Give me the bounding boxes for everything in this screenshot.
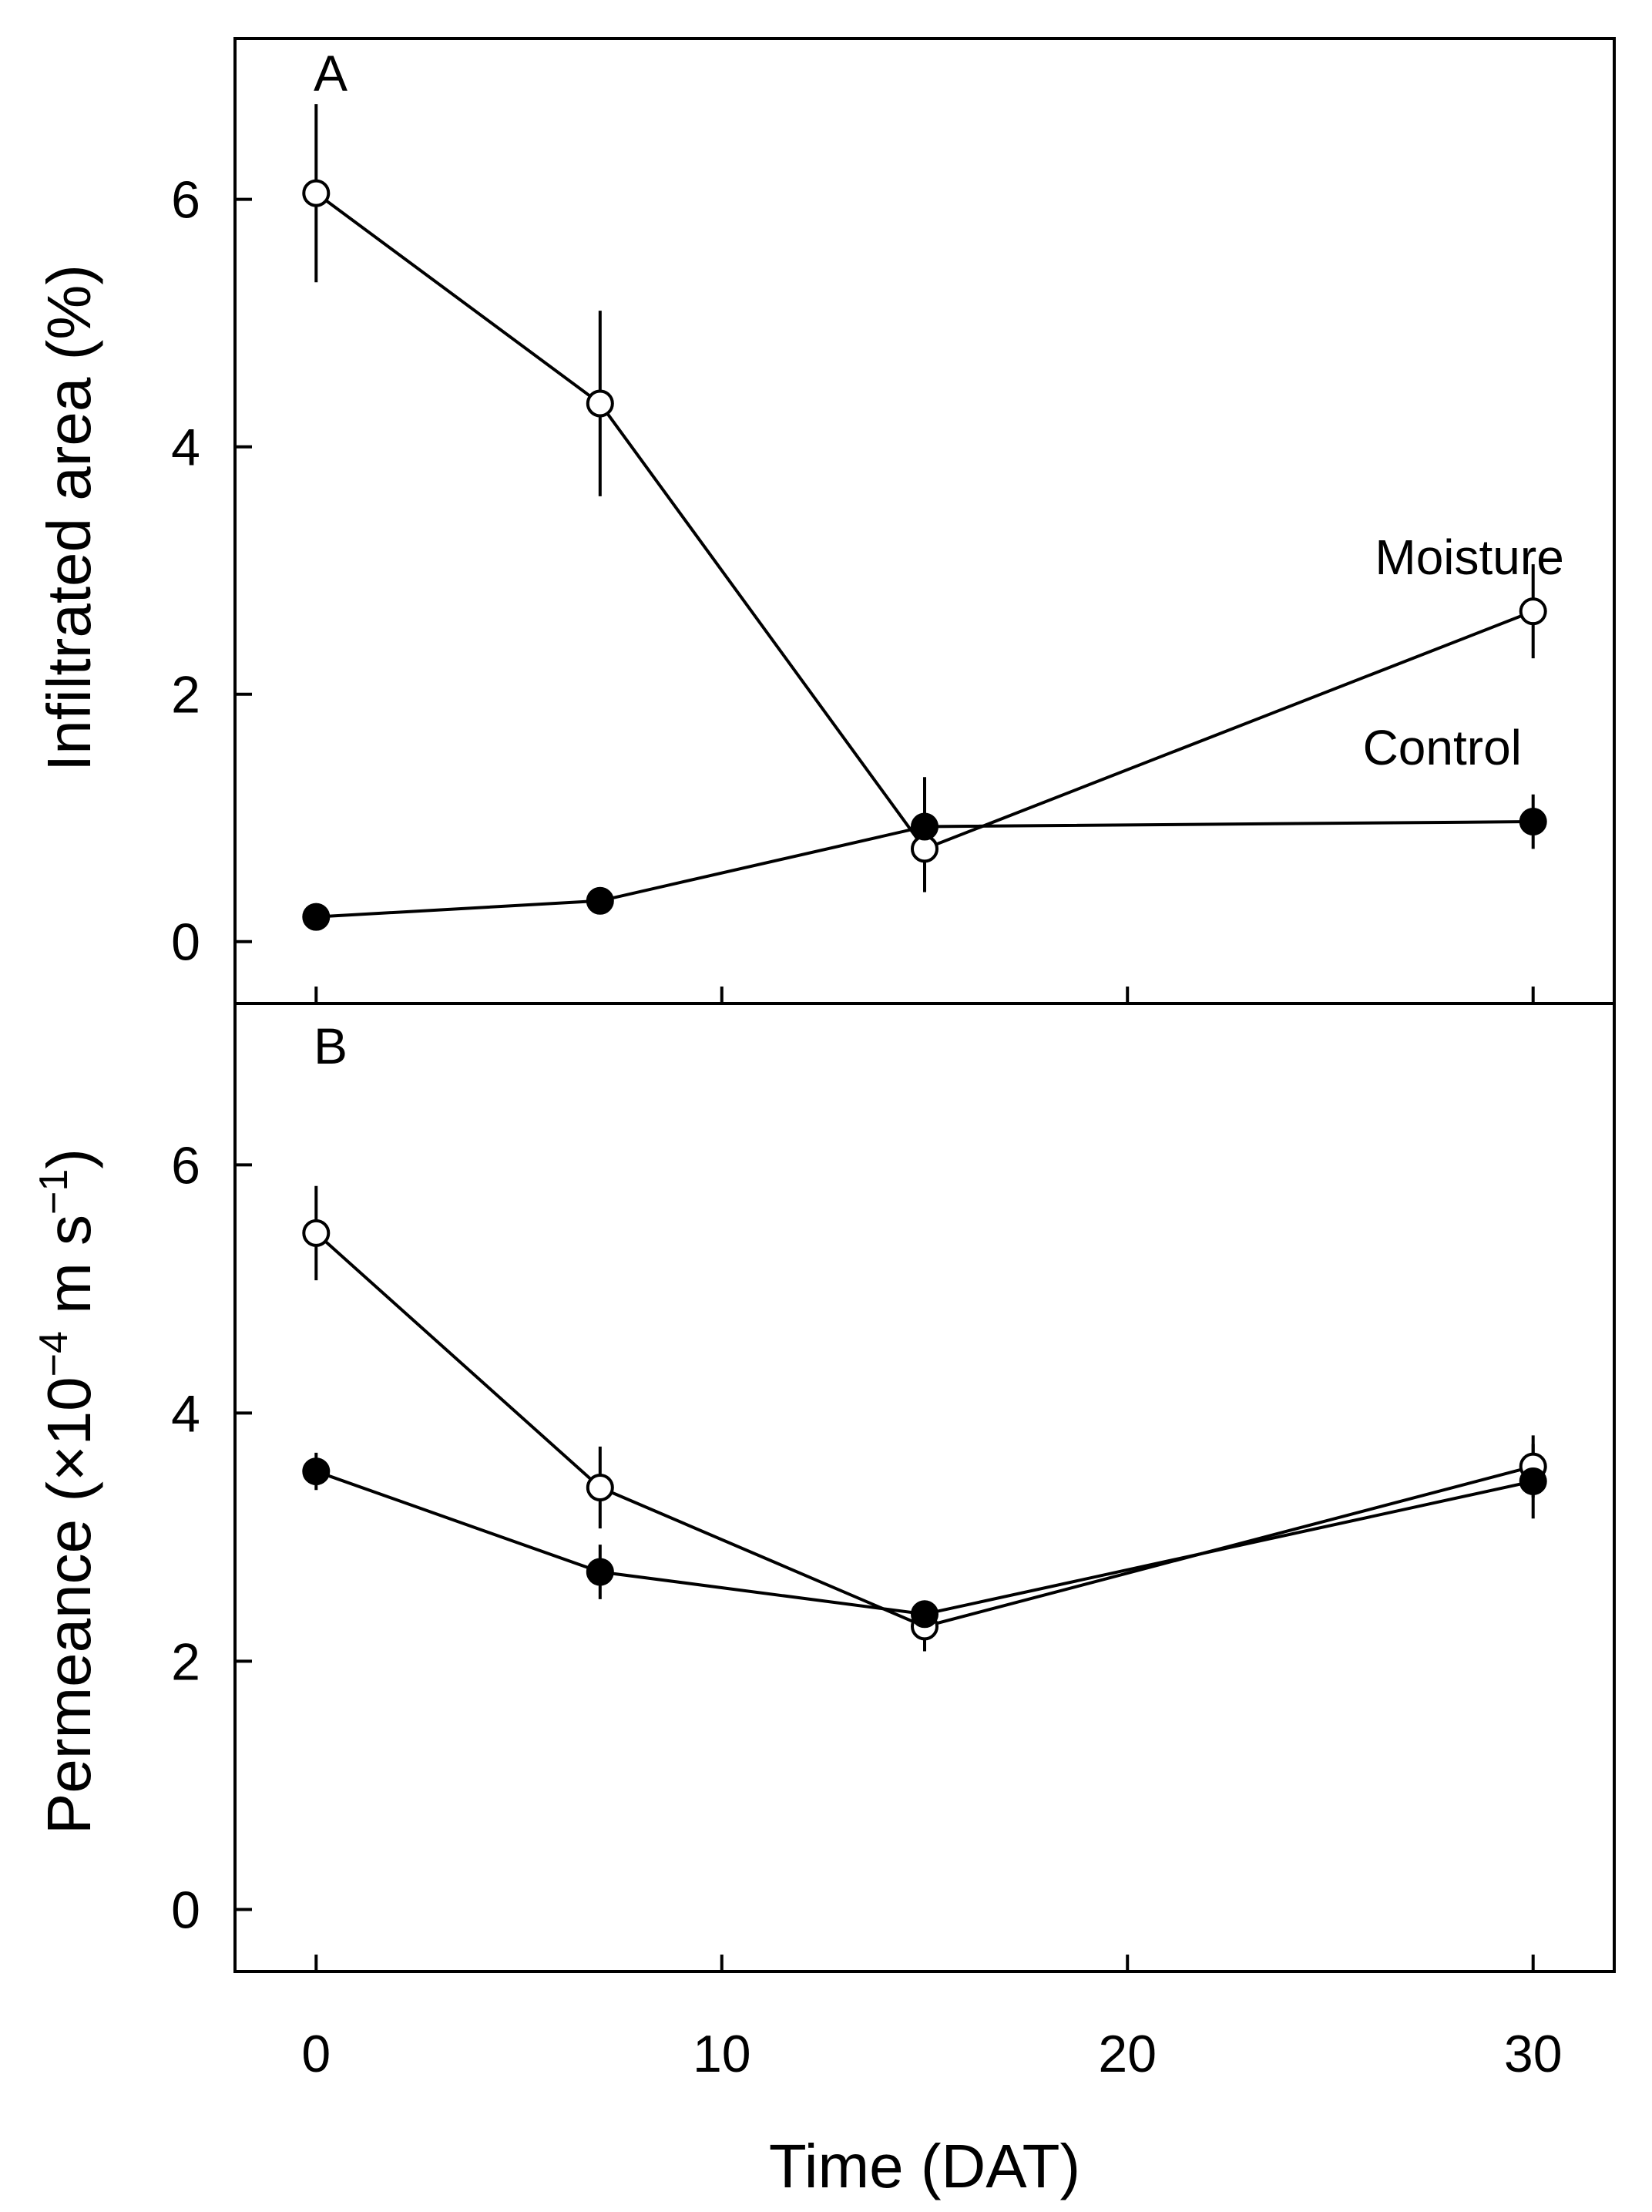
panel-a-control-line	[316, 820, 1533, 919]
panel-b-y-tick-label: 4	[171, 1384, 200, 1443]
x-tick-label: 30	[1504, 2025, 1563, 2083]
control-annotation: Control	[1363, 720, 1522, 775]
y-title-close: )	[35, 1148, 103, 1169]
panel-a-control-point	[1519, 808, 1547, 836]
panel-a-annotations: Moisture Control	[1363, 529, 1564, 775]
y-title-units: m s	[35, 1215, 103, 1331]
panel-a-y-tick-label: 0	[171, 913, 200, 972]
panel-a-y-tick-label: 6	[171, 171, 200, 230]
panel-b-series	[302, 1185, 1547, 1652]
panel-b-control-point	[1519, 1467, 1547, 1495]
panel-b-y-tick-label: 0	[171, 1881, 200, 1939]
panel-b-control-line	[315, 1470, 1534, 1616]
panel-b-control-point	[586, 1558, 614, 1586]
panel-b-axes: 0 2 4 6	[171, 1136, 1535, 1972]
x-tick-label: 10	[693, 2025, 751, 2083]
x-axis-title: Time (DAT)	[769, 2132, 1080, 2200]
panel-b-moisture-point	[586, 1474, 614, 1501]
panel-a: A Infiltrated area (%) 0 2 4 6 Moisture Con…	[35, 45, 1564, 1003]
panel-a-control-point	[911, 812, 938, 841]
panel-a-moisture-point	[586, 389, 614, 418]
panel-b: B Permeance (×10−4 m s−1) 0 2 4 6	[32, 1017, 1547, 1972]
panel-b-y-axis-title: Permeance (×10−4 m s−1)	[32, 1148, 103, 1834]
panel-a-y-tick-label: 4	[171, 419, 200, 477]
y-title-exponent-1: −4	[32, 1331, 76, 1377]
panel-b-moisture-point	[302, 1219, 331, 1247]
y-title-exponent-2: −1	[32, 1169, 76, 1215]
x-tick-label: 20	[1098, 2025, 1157, 2083]
panel-b-moisture-line	[314, 1232, 1534, 1629]
panel-a-control-point	[302, 903, 331, 931]
panel-a-series	[302, 104, 1547, 931]
panel-a-axes: 0 2 4 6	[171, 171, 1535, 1003]
panel-b-y-tick-label: 6	[171, 1136, 200, 1195]
panel-a-control-point	[586, 886, 614, 915]
panel-a-letter: A	[314, 45, 348, 102]
panel-b-control-point	[911, 1600, 938, 1629]
panel-b-control-point	[302, 1457, 331, 1486]
panel-b-y-tick-label: 2	[171, 1632, 200, 1691]
panel-a-moisture-point	[302, 179, 331, 207]
panel-a-moisture-point	[1519, 597, 1547, 626]
x-tick-label: 0	[301, 2025, 331, 2083]
moisture-annotation: Moisture	[1375, 529, 1563, 585]
panel-b-letter: B	[314, 1017, 348, 1074]
y-title-main: Permeance (×10	[35, 1377, 103, 1834]
panel-a-y-tick-label: 2	[171, 666, 200, 724]
x-axis: 0 10 20 30	[301, 2025, 1562, 2083]
panel-a-y-axis-title: Infiltrated area (%)	[35, 264, 103, 772]
panel-a-moisture-line	[315, 192, 1534, 851]
